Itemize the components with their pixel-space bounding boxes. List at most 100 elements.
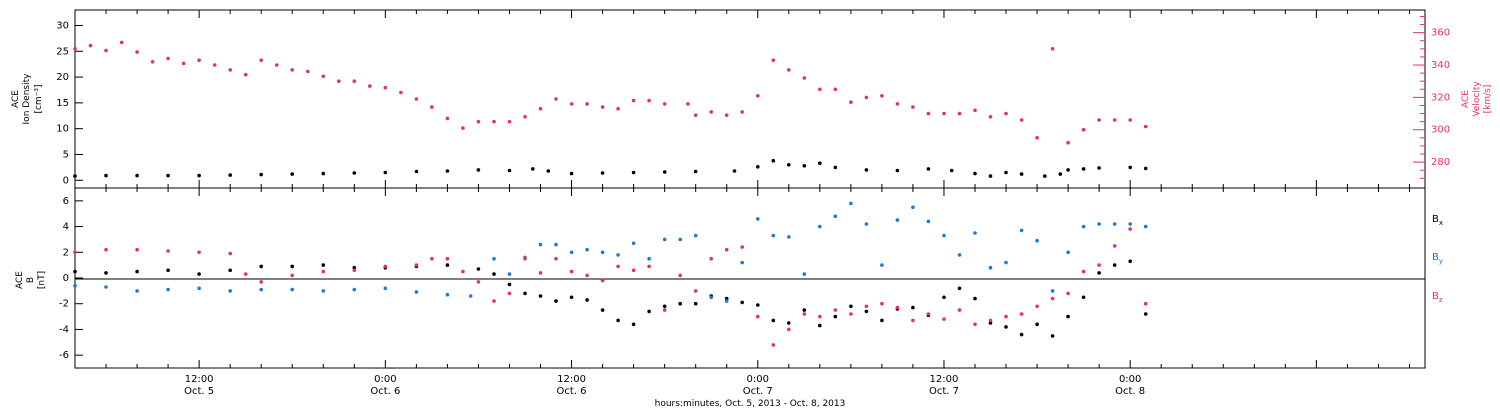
bx-point (911, 305, 915, 310)
density-point (1004, 170, 1008, 175)
velocity-point (926, 111, 931, 116)
x-tick-label-time: 12:00 (185, 374, 214, 385)
velocity-point (1019, 118, 1024, 122)
by-point (383, 286, 388, 291)
density-tick-label: 15 (56, 98, 69, 109)
bx-point (864, 309, 869, 314)
bx-point (756, 303, 760, 307)
velocity-point (554, 97, 558, 101)
legend-bz-sub: z (1439, 296, 1443, 304)
by-point (647, 256, 651, 261)
velocity-point (523, 115, 527, 119)
density-point (135, 173, 139, 178)
velocity-point (197, 58, 201, 62)
bz-point (1143, 301, 1148, 306)
velocity-point (787, 68, 791, 72)
top-panel-frame (74, 9, 1426, 189)
bx-point (833, 314, 838, 319)
x-tick-label-date: Oct. 7 (929, 386, 959, 397)
bz-point (771, 343, 776, 347)
bx-point (585, 298, 589, 302)
velocity-point (849, 100, 853, 104)
density-tick-label: 10 (56, 124, 69, 135)
by-point (554, 242, 558, 247)
bz-point (926, 312, 931, 316)
x-tick-label-date: Oct. 6 (370, 386, 400, 397)
velocity-axis-label-line3: [km/s] (1483, 85, 1493, 114)
bz-point (243, 272, 248, 276)
velocity-series (73, 40, 1148, 145)
bz-point (507, 291, 512, 296)
bx-point (554, 299, 558, 303)
b-axis-label-line1: ACE (15, 271, 25, 289)
density-point (507, 168, 512, 173)
velocity-point (476, 119, 481, 124)
velocity-point (1004, 111, 1008, 116)
bx-point (1050, 334, 1055, 338)
velocity-point (290, 68, 295, 72)
density-point (1058, 172, 1063, 176)
bx-point (290, 264, 295, 269)
by-point (585, 247, 589, 252)
x-tick-label-date: Oct. 7 (743, 386, 773, 397)
by-point (988, 265, 993, 270)
density-point (973, 171, 977, 176)
density-point (531, 167, 535, 171)
by-point (445, 292, 450, 297)
bx-point (538, 294, 543, 298)
bx-point (724, 296, 729, 301)
velocity-tick-label: 280 (1431, 157, 1450, 168)
density-point (662, 170, 667, 174)
bz-point (864, 304, 869, 309)
density-tick-label: 5 (63, 149, 69, 160)
by-point (1066, 250, 1070, 255)
density-point (732, 169, 737, 173)
bz-point (1081, 269, 1086, 274)
by-point (538, 242, 543, 247)
by-point (166, 287, 170, 292)
velocity-point (1066, 140, 1070, 145)
b-tick-label: -4 (59, 324, 69, 335)
b-tick-label: 6 (63, 196, 69, 207)
velocity-point (880, 94, 884, 98)
legend-bz-main: B (1432, 291, 1439, 302)
bx-point (988, 321, 993, 325)
by-point (880, 263, 884, 267)
bz-point (740, 245, 744, 249)
density-point (1097, 166, 1101, 170)
x-tick-label-date: Oct. 6 (557, 386, 587, 397)
velocity-point (337, 79, 341, 83)
bx-point (1128, 259, 1132, 264)
by-point (135, 289, 139, 293)
velocity-point (414, 97, 419, 101)
velocity-point (538, 106, 543, 111)
bz-point (166, 249, 170, 253)
bottom-panel-frame (74, 187, 1426, 369)
bx-point (476, 267, 481, 271)
bz-point (352, 268, 357, 273)
bz-point (988, 318, 993, 323)
density-point (895, 168, 900, 173)
bx-point (259, 264, 264, 269)
bz-point (585, 273, 589, 278)
velocity-point (709, 110, 713, 114)
velocity-point (1035, 136, 1039, 140)
velocity-point (352, 79, 357, 83)
by-point (849, 201, 853, 206)
by-point (228, 289, 232, 293)
bx-point (616, 318, 620, 323)
bz-point (911, 318, 915, 323)
velocity-point (104, 48, 108, 53)
velocity-point (818, 87, 822, 92)
bz-point (600, 278, 605, 283)
by-point (724, 299, 729, 303)
bz-point (849, 312, 853, 316)
density-point (569, 171, 574, 176)
velocity-point (724, 113, 729, 117)
b-axis-label-line3: [nT] (37, 271, 47, 289)
bx-point (507, 282, 512, 287)
velocity-point (1143, 124, 1148, 129)
bz-point (616, 264, 620, 269)
velocity-point (616, 106, 620, 111)
bx-series (73, 259, 1148, 338)
